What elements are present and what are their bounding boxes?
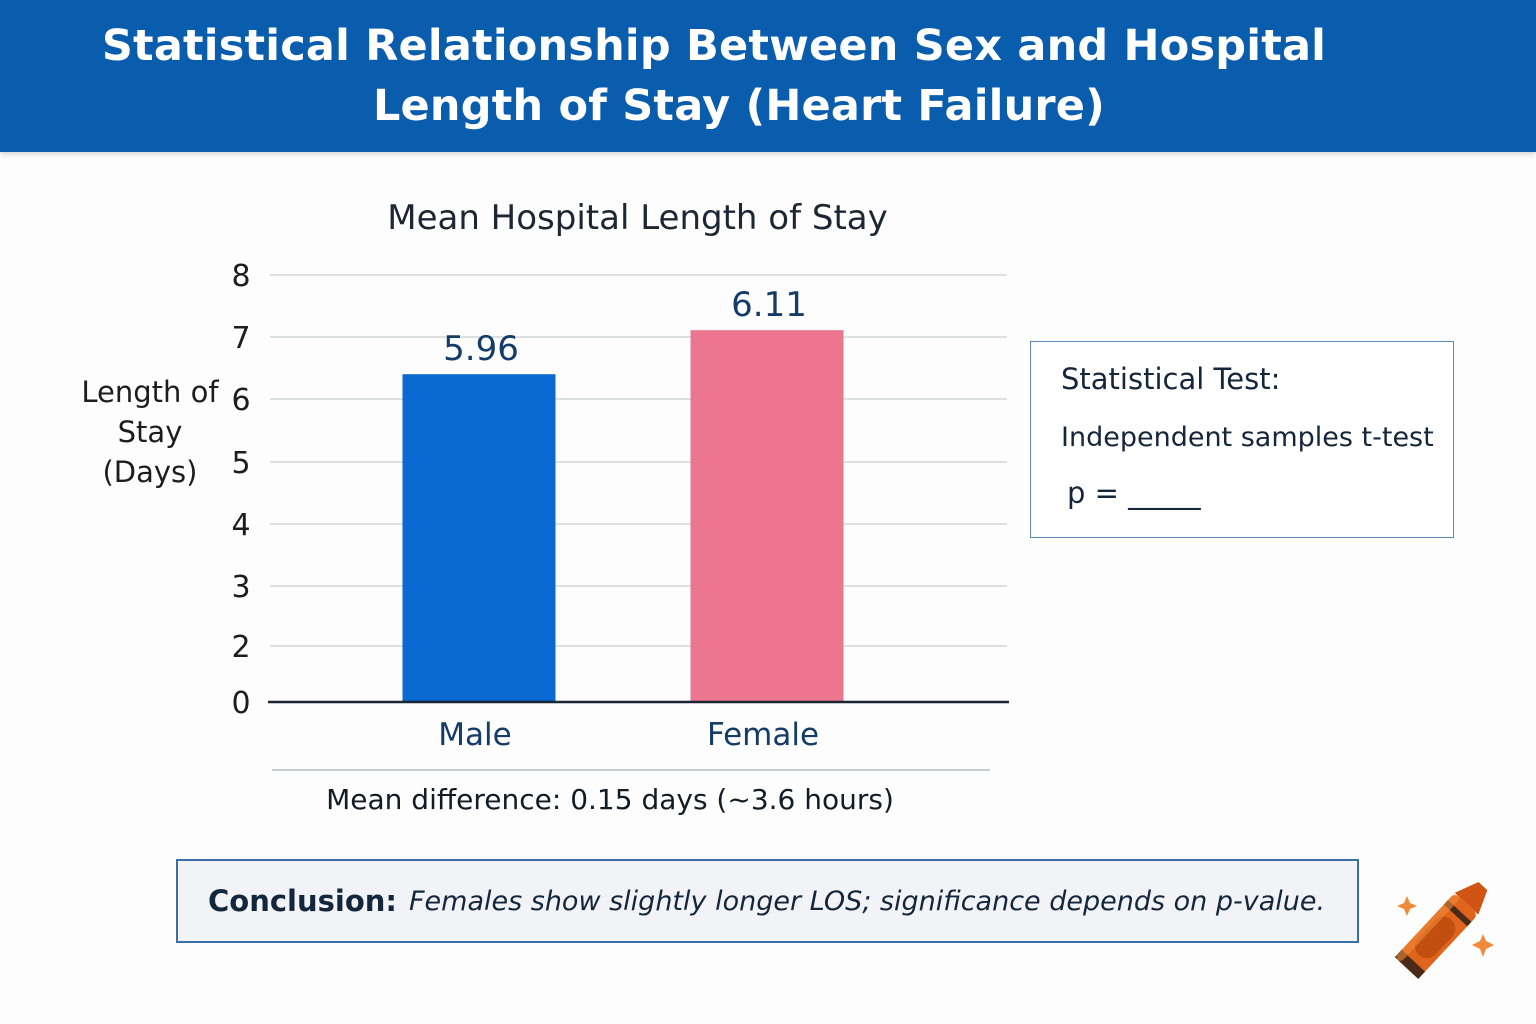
bar-male (402, 374, 556, 702)
p-value-label: p = _____ (1067, 476, 1201, 510)
y-axis-label-line2: Stay (117, 415, 183, 449)
divider-line (272, 769, 990, 771)
sparkle-icon (1472, 934, 1494, 957)
data-label-male: 5.96 (443, 329, 519, 369)
x-tick-label-female: Female (707, 717, 819, 753)
y-tick-label-7: 7 (231, 321, 250, 356)
y-tick-label-4: 4 (231, 508, 250, 543)
conclusion-box: Conclusion: Females show slightly longer… (176, 859, 1359, 943)
conclusion-text: Females show slightly longer LOS; signif… (409, 885, 1326, 917)
y-tick-label-5: 5 (231, 446, 250, 481)
conclusion-label: Conclusion: (208, 884, 397, 918)
sparkle-icon (1397, 896, 1417, 916)
y-axis-label: Length of Stay (Days) (70, 372, 230, 492)
y-axis-label-line1: Length of (81, 375, 219, 409)
header-banner: Statistical Relationship Between Sex and… (0, 0, 1536, 152)
statistical-test-name: Independent samples t-test (1061, 422, 1434, 453)
y-tick-label-2: 2 (231, 630, 250, 665)
statistical-test-box: Statistical Test: Independent samples t-… (1030, 341, 1454, 538)
page-title-line2: Length of Stay (Heart Failure) (372, 81, 1106, 131)
crayon-icon (1394, 882, 1494, 979)
statistical-test-title: Statistical Test: (1061, 362, 1281, 396)
y-tick-label-0: 0 (231, 686, 250, 721)
chart-title: Mean Hospital Length of Stay (387, 198, 888, 238)
y-tick-label-3: 3 (231, 570, 250, 605)
y-tick-label-8: 8 (231, 259, 250, 294)
bar-female (690, 330, 844, 702)
mean-difference-text: Mean difference: 0.15 days (~3.6 hours) (326, 783, 894, 816)
y-axis-label-line3: (Days) (102, 455, 198, 489)
x-tick-label-male: Male (438, 717, 511, 753)
page-title-line1: Statistical Relationship Between Sex and… (101, 21, 1327, 71)
data-label-female: 6.11 (731, 285, 807, 325)
y-tick-label-6: 6 (231, 383, 250, 418)
